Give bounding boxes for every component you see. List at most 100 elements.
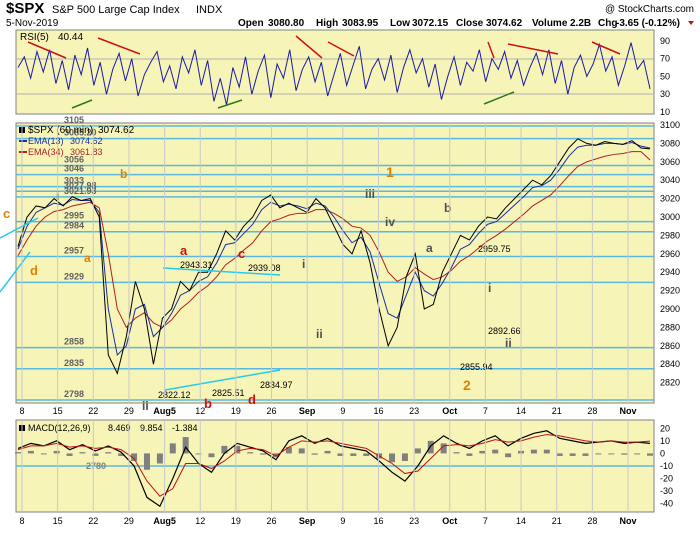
low-label: Low	[390, 18, 410, 29]
x-tick-label: 14	[516, 516, 526, 526]
rsi-red-trend-4	[327, 41, 355, 57]
macd-histogram-bar	[92, 453, 99, 456]
macd-tick-label: -40	[660, 499, 673, 509]
macd-histogram-bar	[440, 443, 447, 454]
x-tick-label: Oct	[442, 406, 457, 416]
macd-histogram-bar	[118, 453, 125, 456]
macd-histogram-bar	[530, 449, 537, 454]
macd-histogram-bar	[182, 437, 189, 454]
macd-histogram-bar	[66, 453, 73, 456]
macd-histogram-bar	[260, 453, 267, 455]
price-line	[17, 138, 651, 375]
chg-value: -3.65 (-0.12%)	[616, 18, 680, 29]
x-axis-price: 8 15 22 29 Aug5 12 19 26 Sep 9 16 23 Oct 7 14 21 28 Nov	[19, 123, 637, 416]
support-label: 3056	[64, 154, 84, 164]
rsi-red-trend-5	[487, 41, 495, 59]
x-tick-label: 14	[516, 406, 526, 416]
rsi-green-trend-1	[71, 99, 93, 109]
support-label: 2798	[64, 389, 84, 399]
support-label: 2835	[64, 358, 84, 368]
rsi-label: RSI(5)	[20, 32, 49, 43]
x-tick-label: 26	[267, 516, 277, 526]
cyan-trend-3	[162, 267, 281, 276]
macd-histogram-bar	[221, 445, 228, 454]
rsi-red-trend-2	[97, 37, 141, 55]
support-label: 2984	[64, 221, 84, 231]
index-name: S&P 500 Large Cap Index	[52, 4, 180, 16]
x-tick-label: 22	[88, 516, 98, 526]
x-tick-label: 22	[88, 406, 98, 416]
macd-histogram-bar	[195, 453, 202, 455]
x-tick-label: 9	[340, 516, 345, 526]
chart-date: 5-Nov-2019	[6, 18, 59, 29]
macd-histogram-bar	[27, 450, 34, 454]
wave-gray-a: a	[426, 241, 433, 255]
price-tick-label: 3100	[660, 120, 680, 130]
ema34-line	[17, 151, 651, 329]
volume-value: 2.2B	[570, 18, 591, 29]
open-value: 3080.80	[268, 18, 305, 29]
price-label-2822: 2822.12	[158, 390, 191, 400]
x-tick-label: 21	[552, 516, 562, 526]
macd-histogram-bar	[414, 448, 421, 454]
macd-histogram-bar	[401, 453, 408, 461]
wave-gray-iv: iv	[385, 215, 395, 229]
wave-orange-1: 1	[386, 164, 394, 180]
price-tick-label: 3000	[660, 212, 680, 222]
support-label: 3085.20	[64, 128, 97, 138]
wave-gray-ii-2: ii	[316, 327, 323, 341]
x-tick-label: 29	[124, 516, 134, 526]
price-tick-label: 2840	[660, 359, 680, 369]
x-tick-label: 26	[267, 406, 277, 416]
macd-histogram-bar	[582, 453, 589, 456]
macd-histogram-bar	[492, 449, 499, 454]
watermark: @ StockCharts.com	[605, 4, 694, 15]
support-label: 2995	[64, 211, 84, 221]
open-label: Open	[238, 18, 264, 29]
macd-histogram-bar	[169, 443, 176, 454]
signal-line	[17, 434, 651, 497]
x-tick-label: 15	[53, 516, 63, 526]
x-tick-label: Sep	[299, 406, 316, 416]
macd-panel: 2780 MACD(12,26,9) 8.469 9.854 -1.384 20…	[15, 419, 673, 513]
x-tick-label: 19	[231, 406, 241, 416]
support-label: 2957	[64, 246, 84, 256]
x-tick-label: Nov	[619, 406, 636, 416]
chg-label: Chg	[598, 18, 617, 29]
rsi-red-trend-3	[295, 35, 323, 59]
macd-histogram-bar	[105, 452, 112, 454]
rsi-red-trend-1	[27, 41, 67, 59]
wave-red-d: d	[248, 392, 256, 407]
wave-red-b: b	[204, 396, 212, 411]
macd-tick-label: -10	[660, 461, 673, 471]
wave-orange-a: a	[84, 251, 91, 265]
cyan-trend-2	[0, 251, 31, 293]
rsi-y-axis: 90 70 50 30 10	[660, 36, 670, 117]
wave-orange-b: b	[120, 167, 127, 181]
price-label-2939: 2939.08	[248, 263, 281, 273]
chart-header: $SPX S&P 500 Large Cap Index INDX 5-Nov-…	[6, 0, 694, 29]
x-tick-label: 9	[340, 406, 345, 416]
rsi-green-trend-2	[217, 99, 243, 109]
macd-histogram-bar	[621, 453, 628, 455]
price-tick-label: 2980	[660, 230, 680, 240]
x-tick-label: 28	[587, 516, 597, 526]
x-tick-label: Sep	[299, 516, 316, 526]
macd-histogram-bar	[479, 450, 486, 454]
price-panel-bg	[15, 122, 655, 404]
x-axis-macd: 8 15 22 29 Aug5 12 19 26 Sep 9 16 23 Oct 7 14 21 28 Nov	[19, 420, 637, 526]
rsi-green-trend-3	[483, 91, 515, 105]
macd-histogram-bar	[389, 453, 396, 463]
down-arrow-icon	[688, 21, 694, 25]
rsi-red-trend-6	[507, 43, 559, 55]
macd-tick-label: 20	[660, 423, 670, 433]
exchange: INDX	[196, 4, 223, 16]
support-label: 3033	[64, 176, 84, 186]
x-tick-label: Nov	[619, 516, 636, 526]
macd-histogram-bar	[608, 453, 615, 455]
macd-histogram-bar	[543, 449, 550, 454]
high-value: 3083.95	[342, 18, 379, 29]
wave-gray-i-3: i	[488, 281, 491, 295]
x-tick-label: 21	[552, 406, 562, 416]
